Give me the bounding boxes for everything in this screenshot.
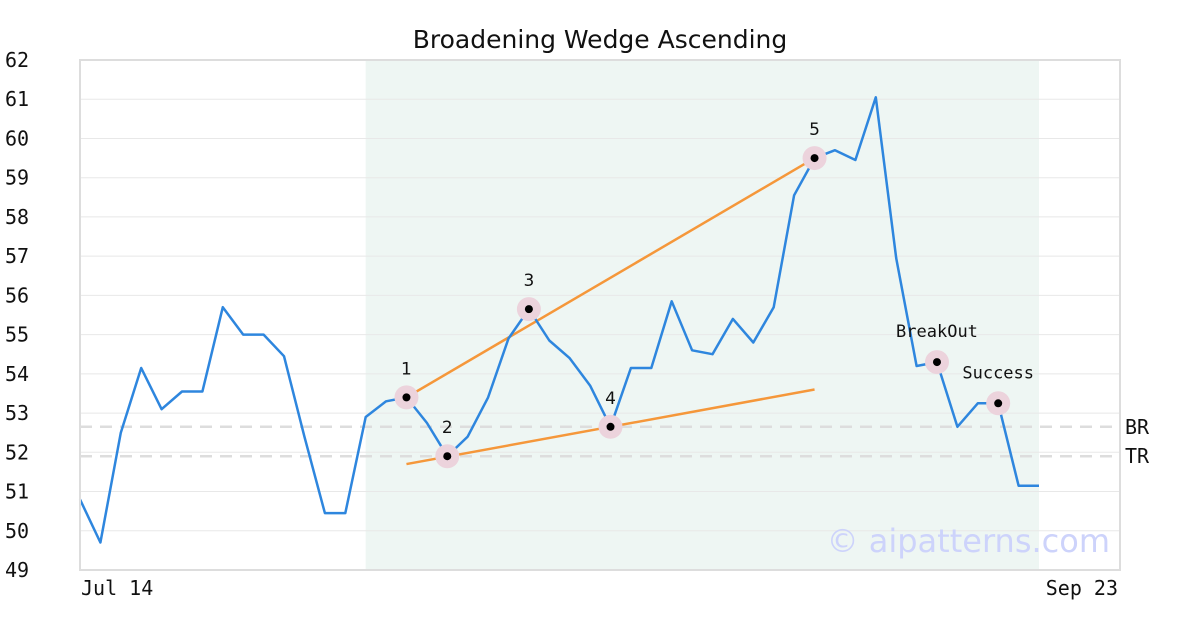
x-tick-label: Sep 23 <box>1046 576 1118 600</box>
event-point-dot <box>994 399 1003 408</box>
y-tick-label: 55 <box>5 323 29 347</box>
plot-border <box>79 59 1121 571</box>
price-line <box>78 96 1039 544</box>
y-tick-label: 56 <box>5 283 29 307</box>
y-tick-label: 49 <box>5 558 29 582</box>
price-series <box>78 96 1039 544</box>
highlight-rect <box>365 60 1040 570</box>
reference-label: TR <box>1125 444 1150 468</box>
y-axis-ticks: 49 50 51 52 53 54 55 56 57 58 59 60 61 62 <box>5 48 29 582</box>
pattern-point-label: 3 <box>523 271 534 291</box>
event-point-dot <box>932 358 941 367</box>
watermark-text: © aipatterns.com <box>827 522 1110 560</box>
pattern-markers <box>394 146 1011 469</box>
y-tick-label: 59 <box>5 166 29 190</box>
y-tick-label: 60 <box>5 126 29 150</box>
y-tick-label: 61 <box>5 87 29 111</box>
pattern-point-1-dot <box>402 393 411 402</box>
pattern-point-label: 4 <box>605 389 616 409</box>
point-labels: BR TR 1 2 3 4 5 BreakOut Success <box>401 120 1150 468</box>
y-tick-label: 54 <box>5 362 29 386</box>
chart-title: Broadening Wedge Ascending <box>413 25 788 54</box>
x-tick-label: Jul 14 <box>81 576 153 600</box>
event-point-label: BreakOut <box>896 322 978 342</box>
pattern-point-5-dot <box>810 154 819 163</box>
pattern-point-label: 5 <box>809 120 820 140</box>
y-tick-label: 51 <box>5 480 29 504</box>
y-tick-label: 57 <box>5 244 29 268</box>
pattern-point-3-dot <box>524 305 533 314</box>
plot-frame <box>79 59 1121 571</box>
y-tick-label: 58 <box>5 205 29 229</box>
y-tick-label: 52 <box>5 440 29 464</box>
y-tick-label: 62 <box>5 48 29 72</box>
y-tick-label: 50 <box>5 519 29 543</box>
pattern-point-4-dot <box>606 422 615 431</box>
pattern-point-label: 1 <box>401 359 412 379</box>
x-axis-ticks: Jul 14 Sep 23 <box>81 576 1118 600</box>
pattern-highlight-region <box>365 60 1040 570</box>
event-point-label: Success <box>962 363 1034 383</box>
y-tick-label: 53 <box>5 401 29 425</box>
pattern-point-2-dot <box>443 452 452 461</box>
pattern-point-label: 2 <box>442 418 453 438</box>
trend-line <box>405 156 816 399</box>
reference-label: BR <box>1125 415 1150 439</box>
